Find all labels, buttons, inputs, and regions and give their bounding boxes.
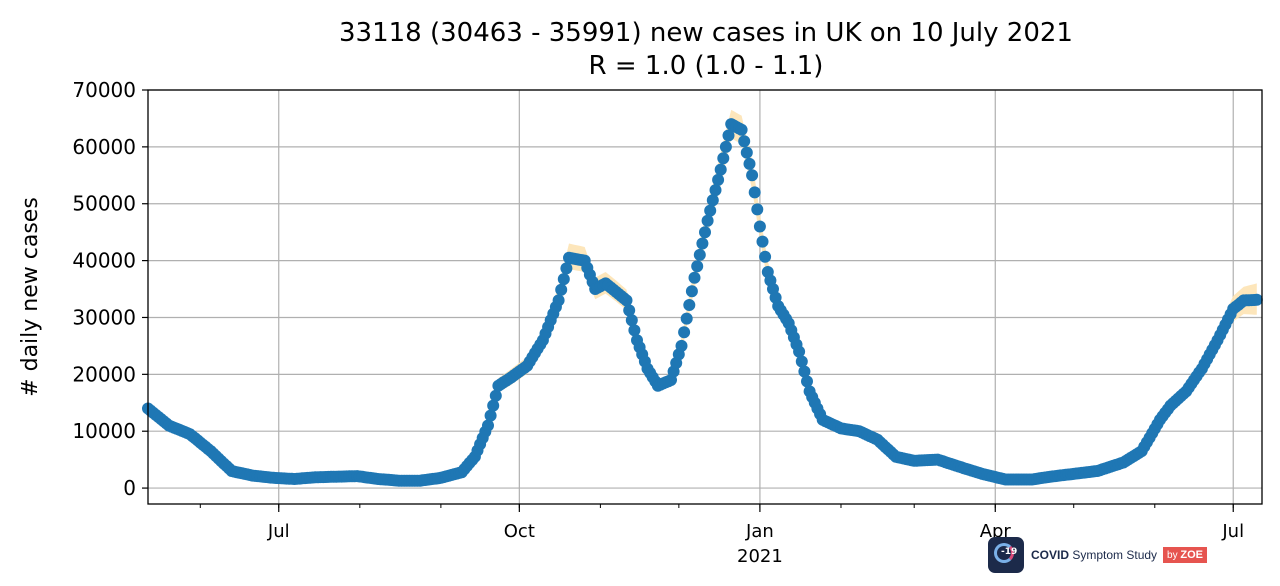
data-point (740, 146, 753, 159)
data-point (798, 365, 811, 378)
confidence-interval-band (148, 109, 1257, 482)
data-point (680, 312, 693, 325)
y-tick-label: 70000 (72, 78, 136, 102)
data-point (701, 214, 714, 227)
y-tick-label: 40000 (72, 249, 136, 273)
x-tick-label: Oct (504, 521, 535, 542)
data-point (706, 194, 719, 207)
covid-symptom-study-logo: -19 COVID Symptom Study by ZOE (988, 537, 1208, 573)
data-point (801, 375, 813, 388)
data-point (699, 226, 711, 239)
chart-title: 33118 (30463 - 35991) new cases in UK on… (339, 18, 1073, 48)
data-point (751, 203, 764, 216)
data-point (756, 235, 769, 248)
data-point (746, 169, 759, 182)
x-tick-label: Jul (267, 521, 290, 542)
zoe-badge: by ZOE (1163, 547, 1208, 563)
data-point (625, 314, 638, 327)
data-point (628, 324, 641, 337)
data-point (712, 173, 725, 186)
y-tick-label: 10000 (72, 419, 136, 443)
y-tick-label: 0 (123, 476, 136, 500)
x-tick-year-label: 2021 (737, 546, 783, 567)
data-point (693, 248, 706, 261)
data-point (735, 123, 748, 136)
x-tick-label: Jan (745, 521, 774, 542)
y-tick-label: 20000 (72, 362, 136, 386)
data-point (482, 419, 494, 432)
data-point (691, 260, 704, 273)
data-point (685, 285, 698, 298)
data-point (759, 250, 772, 263)
data-point (717, 152, 730, 165)
data-point (696, 237, 709, 250)
y-tick-label: 30000 (72, 305, 136, 329)
data-point (704, 204, 717, 217)
data-point (489, 389, 502, 402)
data-point (753, 220, 766, 233)
data-point (560, 262, 573, 275)
data-point (738, 135, 751, 148)
data-point (620, 294, 633, 307)
data-point (795, 355, 808, 368)
data-point (678, 326, 691, 339)
grid-lines (148, 89, 1262, 504)
data-point (484, 409, 497, 422)
axes: 0 10000 20000 30000 40000 50000 60000 70000 Jul O… (72, 78, 1244, 567)
data-point (557, 273, 570, 286)
data-point (714, 163, 727, 176)
data-point (487, 399, 500, 412)
data-point (1250, 293, 1263, 306)
chart-subtitle: R = 1.0 (1.0 - 1.1) (589, 51, 824, 81)
data-point (555, 283, 568, 296)
confidence-band (148, 109, 1257, 482)
data-point (688, 271, 701, 284)
x-tick-label: Jul (1221, 521, 1244, 542)
data-series (142, 118, 1263, 487)
data-point (793, 345, 806, 358)
data-point (623, 304, 636, 317)
x-tick-label: Apr (980, 521, 1012, 542)
data-point (675, 339, 688, 352)
data-point (719, 140, 732, 153)
logo-text: COVID Symptom Study (1031, 548, 1158, 562)
y-tick-label: 60000 (72, 135, 136, 159)
y-axis-label: # daily new cases (18, 197, 43, 397)
data-point (683, 299, 696, 311)
data-point (743, 157, 756, 170)
data-point (709, 184, 722, 197)
data-point (722, 129, 735, 142)
plot-frame (147, 89, 1263, 505)
data-point (552, 294, 565, 307)
data-point (748, 186, 761, 199)
y-tick-label: 50000 (72, 192, 136, 216)
covid-logo-icon: -19 (988, 537, 1024, 573)
